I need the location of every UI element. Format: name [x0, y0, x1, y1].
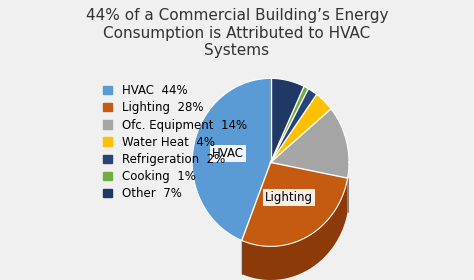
Polygon shape — [242, 162, 347, 246]
Polygon shape — [271, 89, 317, 162]
Polygon shape — [271, 78, 304, 162]
Text: Lighting: Lighting — [265, 191, 313, 204]
Polygon shape — [271, 94, 331, 162]
Text: 44% of a Commercial Building’s Energy
Consumption is Attributed to HVAC
Systems: 44% of a Commercial Building’s Energy Co… — [86, 8, 388, 58]
Polygon shape — [192, 78, 271, 241]
Polygon shape — [271, 87, 309, 162]
Polygon shape — [242, 178, 347, 280]
Polygon shape — [271, 109, 349, 178]
Legend: HVAC  44%, Lighting  28%, Ofc. Equipment  14%, Water Heat  4%, Refrigeration  2%: HVAC 44%, Lighting 28%, Ofc. Equipment 1… — [103, 84, 247, 200]
Text: HVAC: HVAC — [212, 147, 244, 160]
